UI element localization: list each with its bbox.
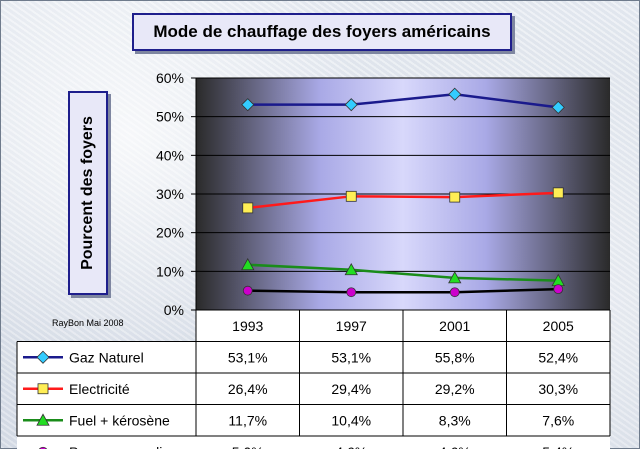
table-value: 52,4% bbox=[538, 349, 578, 365]
table-value: 53,1% bbox=[228, 349, 268, 365]
data-point bbox=[449, 191, 461, 203]
data-point bbox=[448, 87, 462, 101]
x-category-label: 1993 bbox=[232, 318, 263, 334]
y-tick-label: 50% bbox=[156, 109, 184, 125]
data-point bbox=[241, 98, 255, 112]
table-value: 29,2% bbox=[435, 381, 475, 397]
table-value: 26,4% bbox=[228, 381, 268, 397]
data-point bbox=[448, 271, 462, 284]
table-value: 7,6% bbox=[542, 412, 574, 428]
data-point bbox=[242, 202, 254, 214]
data-point bbox=[551, 100, 565, 114]
y-tick-label: 20% bbox=[156, 225, 184, 241]
table-value: 30,3% bbox=[538, 381, 578, 397]
legend-marker bbox=[37, 383, 49, 395]
legend-marker bbox=[36, 350, 50, 364]
y-tick-label: 40% bbox=[156, 147, 184, 163]
chart-title: Mode de chauffage des foyers américains bbox=[153, 22, 491, 41]
table-value: 53,1% bbox=[331, 349, 371, 365]
data-point bbox=[449, 287, 460, 298]
chart-title-box: Mode de chauffage des foyers américains bbox=[132, 13, 512, 51]
y-tick-label: 0% bbox=[164, 302, 184, 318]
table-value: 4,6% bbox=[335, 444, 367, 449]
table-value: 8,3% bbox=[439, 412, 471, 428]
legend-label: Electricité bbox=[69, 381, 130, 397]
table-value: 10,4% bbox=[331, 412, 371, 428]
x-category-label: 2005 bbox=[543, 318, 574, 334]
series-electricite: Electricité 26,4% 29,4% 29,2% 30,3% bbox=[23, 187, 578, 397]
data-point bbox=[242, 285, 253, 296]
table-value: 11,7% bbox=[228, 412, 267, 428]
y-axis-label-box: Pourcent des foyers bbox=[68, 91, 108, 295]
legend-label: Fuel + kérosène bbox=[69, 412, 170, 428]
table-value: 55,8% bbox=[435, 349, 475, 365]
data-point bbox=[345, 190, 357, 202]
table-value: 4,6% bbox=[439, 444, 471, 449]
y-tick-label: 30% bbox=[156, 186, 184, 202]
series-propane-gaz-liqu: Propane, gaz liqu. 5,0% 4,6% 4,6% 5,4% bbox=[38, 284, 574, 449]
y-tick-label: 60% bbox=[156, 70, 184, 86]
chart-credit: RayBon Mai 2008 bbox=[52, 318, 124, 328]
data-point bbox=[344, 262, 358, 276]
data-table-body bbox=[17, 341, 610, 449]
legend-marker bbox=[36, 413, 50, 426]
y-tick-label: 10% bbox=[156, 263, 184, 279]
data-point bbox=[553, 284, 564, 295]
series-gaz-naturel: Gaz Naturel 53,1% 53,1% 55,8% 52,4% bbox=[23, 87, 578, 365]
series-line bbox=[247, 263, 559, 282]
data-point bbox=[241, 257, 255, 271]
data-point bbox=[344, 98, 358, 112]
x-category-label: 2001 bbox=[439, 318, 470, 334]
legend-label: Propane, gaz liqu. bbox=[69, 444, 182, 449]
x-category-label: 1997 bbox=[336, 318, 367, 334]
table-value: 29,4% bbox=[331, 381, 371, 397]
series-fuel-kerosene: Fuel + kérosène 11,7% 10,4% 8,3% 7,6% bbox=[23, 257, 574, 428]
series-line bbox=[247, 92, 559, 109]
table-value: 5,0% bbox=[232, 444, 264, 449]
series-line bbox=[247, 191, 559, 210]
data-point bbox=[552, 187, 564, 199]
legend-label: Gaz Naturel bbox=[69, 349, 144, 365]
data-point bbox=[346, 287, 357, 298]
table-value: 5,4% bbox=[542, 444, 574, 449]
series-line bbox=[247, 287, 559, 294]
